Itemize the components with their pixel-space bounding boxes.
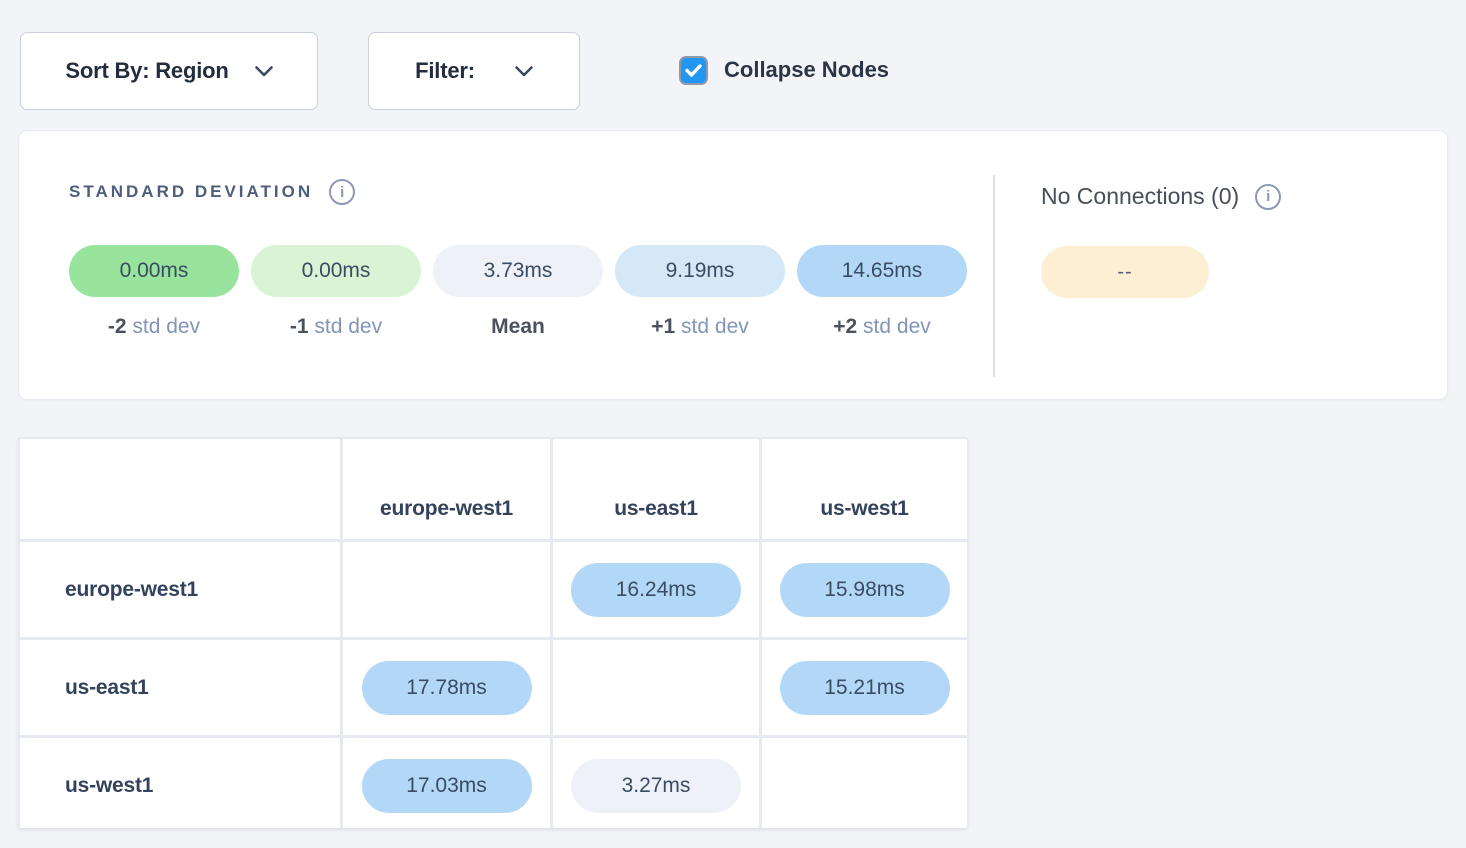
no-connections-pill: -- (1041, 246, 1209, 298)
matrix-col-header-europe-west1: europe-west1 (343, 439, 550, 539)
latency-pill[interactable]: 15.98ms (779, 562, 950, 617)
legend-pill: 0.00ms (251, 245, 421, 297)
legend-caption-value: +2 (833, 315, 858, 338)
legend-caption-unit: std dev (126, 315, 201, 338)
sort-by-label: Sort By: Region (65, 58, 229, 83)
collapse-nodes-checkbox[interactable] (679, 55, 708, 85)
chevron-down-icon (254, 65, 273, 76)
legend-item: 0.00ms -1 std dev (251, 245, 421, 339)
latency-pill[interactable]: 17.78ms (361, 660, 532, 715)
no-connections-title: No Connections (0) (1041, 183, 1240, 209)
matrix-cell-us-west1-to-us-west1 (762, 738, 967, 828)
matrix-col-header-us-east1: us-east1 (553, 439, 759, 539)
info-icon[interactable]: i (1255, 183, 1282, 210)
legend-caption: -2 std dev (108, 315, 200, 339)
chevron-down-icon (515, 65, 533, 76)
checkmark-icon (685, 63, 702, 77)
matrix-cell-us-west1-to-europe-west1[interactable]: 17.03ms (343, 738, 550, 828)
matrix-row-header-europe-west1: europe-west1 (20, 542, 340, 637)
legend-caption-value: -2 (107, 315, 127, 338)
legend-caption: Mean (491, 315, 545, 339)
matrix-cell-us-east1-to-us-east1 (553, 640, 759, 735)
legend-pill: 0.00ms (69, 245, 239, 297)
legend-pill: 3.73ms (433, 245, 603, 297)
sort-by-dropdown[interactable]: Sort By: Region (20, 32, 318, 110)
legend-caption: -1 std dev (290, 315, 382, 339)
collapse-nodes-label: Collapse Nodes (724, 57, 890, 82)
legend-item: 14.65ms +2 std dev (797, 245, 967, 339)
toolbar: Sort By: Region Filter: Collapse Nodes (0, 0, 1466, 130)
matrix-col-header-us-west1: us-west1 (762, 439, 967, 539)
matrix-cell-europe-west1-to-europe-west1 (343, 542, 550, 637)
legend-pill: 14.65ms (797, 245, 967, 297)
legend-items: 0.00ms -2 std dev 0.00ms -1 std dev 3.73ms Me… (69, 245, 967, 339)
legend-caption-value: +1 (651, 315, 676, 338)
matrix-row-header-us-east1: us-east1 (20, 640, 340, 735)
info-icon[interactable]: i (329, 179, 356, 205)
filter-dropdown[interactable]: Filter: (368, 32, 580, 110)
std-dev-section: STANDARD DEVIATION i 0.00ms -2 std dev 0.0… (69, 179, 967, 339)
legend-card: STANDARD DEVIATION i 0.00ms -2 std dev 0.0… (18, 130, 1448, 400)
latency-pill[interactable]: 3.27ms (571, 758, 741, 813)
divider (993, 175, 995, 377)
legend-caption-unit: std dev (857, 315, 931, 338)
legend-item: 0.00ms -2 std dev (69, 245, 239, 339)
legend-caption: +2 std dev (833, 315, 931, 339)
legend-caption-value: Mean (491, 315, 545, 338)
latency-pill[interactable]: 15.21ms (779, 660, 950, 715)
latency-pill[interactable]: 17.03ms (361, 758, 532, 813)
legend-caption-unit: std dev (675, 315, 749, 338)
filter-label: Filter: (415, 58, 475, 83)
matrix-cell-us-west1-to-us-east1[interactable]: 3.27ms (553, 738, 759, 828)
matrix-cell-us-east1-to-us-west1[interactable]: 15.21ms (762, 640, 967, 735)
matrix-cell-us-east1-to-europe-west1[interactable]: 17.78ms (343, 640, 550, 735)
matrix-corner-cell (20, 439, 340, 539)
matrix-row-header-us-west1: us-west1 (20, 738, 340, 828)
latency-matrix: europe-west1 us-east1 us-west1 europe-west1… (18, 437, 968, 828)
no-connections-section: No Connections (0) i -- (1041, 183, 1282, 298)
legend-caption-value: -1 (289, 315, 309, 338)
legend-caption: +1 std dev (651, 315, 749, 339)
latency-pill[interactable]: 16.24ms (571, 562, 741, 617)
collapse-nodes-toggle[interactable]: Collapse Nodes (679, 42, 889, 98)
legend-pill: 9.19ms (615, 245, 785, 297)
std-dev-title: STANDARD DEVIATION (69, 182, 314, 201)
legend-item: 9.19ms +1 std dev (615, 245, 785, 339)
legend-caption-unit: std dev (308, 315, 383, 338)
legend-item: 3.73ms Mean (433, 245, 603, 339)
matrix-cell-europe-west1-to-us-west1[interactable]: 15.98ms (762, 542, 967, 637)
latency-matrix-wrap: europe-west1 us-east1 us-west1 europe-west1… (18, 437, 968, 828)
matrix-cell-europe-west1-to-us-east1[interactable]: 16.24ms (553, 542, 759, 637)
